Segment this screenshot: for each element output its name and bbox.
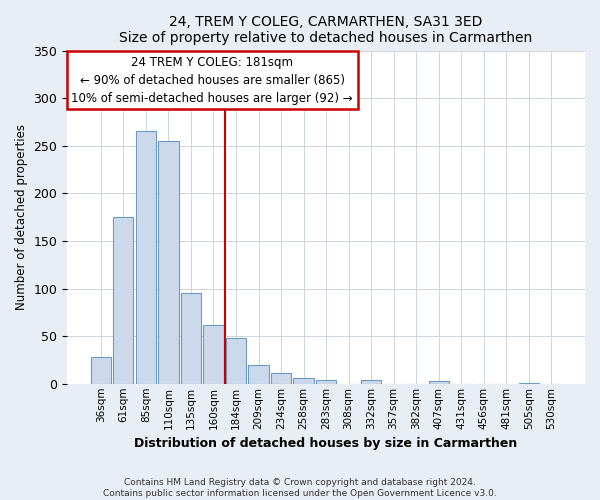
Bar [428, 381, 449, 384]
Bar [518, 383, 539, 384]
Title: 24, TREM Y COLEG, CARMARTHEN, SA31 3ED
Size of property relative to detached hou: 24, TREM Y COLEG, CARMARTHEN, SA31 3ED S… [119, 15, 533, 45]
Bar [136, 132, 156, 384]
Text: Contains HM Land Registry data © Crown copyright and database right 2024.
Contai: Contains HM Land Registry data © Crown c… [103, 478, 497, 498]
Bar [203, 324, 224, 384]
Bar [226, 338, 246, 384]
Text: 24 TREM Y COLEG: 181sqm
← 90% of detached houses are smaller (865)
10% of semi-d: 24 TREM Y COLEG: 181sqm ← 90% of detache… [71, 56, 353, 104]
Bar [293, 378, 314, 384]
Bar [181, 294, 201, 384]
Bar [91, 357, 111, 384]
Bar [271, 374, 291, 384]
Bar [113, 217, 133, 384]
Y-axis label: Number of detached properties: Number of detached properties [15, 124, 28, 310]
X-axis label: Distribution of detached houses by size in Carmarthen: Distribution of detached houses by size … [134, 437, 518, 450]
Bar [316, 380, 336, 384]
Bar [248, 364, 269, 384]
Bar [361, 380, 381, 384]
Bar [158, 141, 179, 384]
